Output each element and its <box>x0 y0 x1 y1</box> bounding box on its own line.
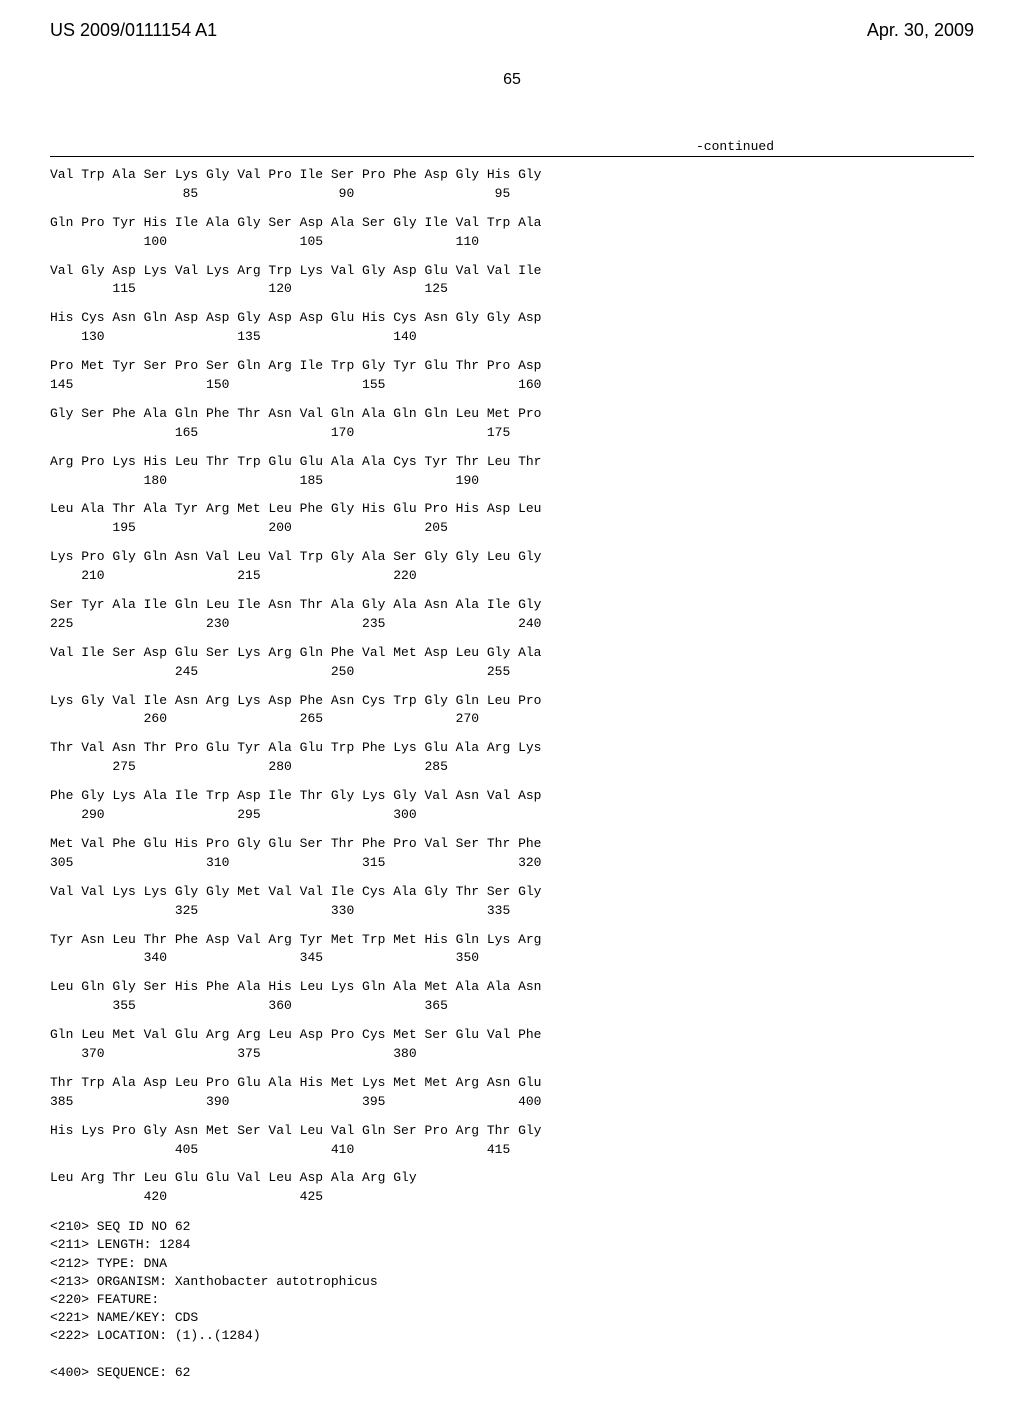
sequence-row: Thr Val Asn Thr Pro Glu Tyr Ala Glu Trp … <box>50 740 974 776</box>
position-row: 340 345 350 <box>50 950 974 967</box>
amino-acid-row: Val Trp Ala Ser Lys Gly Val Pro Ile Ser … <box>50 167 974 184</box>
position-row: 305 310 315 320 <box>50 855 974 872</box>
position-row: 370 375 380 <box>50 1046 974 1063</box>
metadata-line: <222> LOCATION: (1)..(1284) <box>50 1327 974 1345</box>
sequence-row: Val Val Lys Lys Gly Gly Met Val Val Ile … <box>50 884 974 920</box>
sequence-row: Leu Gln Gly Ser His Phe Ala His Leu Lys … <box>50 979 974 1015</box>
sequence-row: Tyr Asn Leu Thr Phe Asp Val Arg Tyr Met … <box>50 932 974 968</box>
sequence-row: Lys Pro Gly Gln Asn Val Leu Val Trp Gly … <box>50 549 974 585</box>
amino-acid-row: Gln Leu Met Val Glu Arg Arg Leu Asp Pro … <box>50 1027 974 1044</box>
position-row: 180 185 190 <box>50 473 974 490</box>
sequence-row: Val Trp Ala Ser Lys Gly Val Pro Ile Ser … <box>50 167 974 203</box>
amino-acid-row: Lys Pro Gly Gln Asn Val Leu Val Trp Gly … <box>50 549 974 566</box>
sequence-row: Leu Ala Thr Ala Tyr Arg Met Leu Phe Gly … <box>50 501 974 537</box>
sequence-row: Gly Ser Phe Ala Gln Phe Thr Asn Val Gln … <box>50 406 974 442</box>
metadata-line: <211> LENGTH: 1284 <box>50 1236 974 1254</box>
position-row: 210 215 220 <box>50 568 974 585</box>
metadata-line <box>50 1346 974 1364</box>
sequence-row: Thr Trp Ala Asp Leu Pro Glu Ala His Met … <box>50 1075 974 1111</box>
amino-acid-row: Val Gly Asp Lys Val Lys Arg Trp Lys Val … <box>50 263 974 280</box>
metadata-line: <400> SEQUENCE: 62 <box>50 1364 974 1382</box>
position-row: 100 105 110 <box>50 234 974 251</box>
metadata-line: <212> TYPE: DNA <box>50 1255 974 1273</box>
position-row: 115 120 125 <box>50 281 974 298</box>
divider <box>50 156 974 157</box>
position-row: 130 135 140 <box>50 329 974 346</box>
amino-acid-row: Arg Pro Lys His Leu Thr Trp Glu Glu Ala … <box>50 454 974 471</box>
sequence-row: Lys Gly Val Ile Asn Arg Lys Asp Phe Asn … <box>50 693 974 729</box>
patent-date: Apr. 30, 2009 <box>867 20 974 41</box>
amino-acid-row: Val Ile Ser Asp Glu Ser Lys Arg Gln Phe … <box>50 645 974 662</box>
sequence-row: His Lys Pro Gly Asn Met Ser Val Leu Val … <box>50 1123 974 1159</box>
amino-acid-row: Gly Ser Phe Ala Gln Phe Thr Asn Val Gln … <box>50 406 974 423</box>
amino-acid-row: Pro Met Tyr Ser Pro Ser Gln Arg Ile Trp … <box>50 358 974 375</box>
metadata-line: <210> SEQ ID NO 62 <box>50 1218 974 1236</box>
position-row: 385 390 395 400 <box>50 1094 974 1111</box>
amino-acid-row: Lys Gly Val Ile Asn Arg Lys Asp Phe Asn … <box>50 693 974 710</box>
amino-acid-row: Leu Ala Thr Ala Tyr Arg Met Leu Phe Gly … <box>50 501 974 518</box>
position-row: 325 330 335 <box>50 903 974 920</box>
sequence-row: His Cys Asn Gln Asp Asp Gly Asp Asp Glu … <box>50 310 974 346</box>
amino-acid-row: Tyr Asn Leu Thr Phe Asp Val Arg Tyr Met … <box>50 932 974 949</box>
position-row: 355 360 365 <box>50 998 974 1015</box>
metadata-block: <210> SEQ ID NO 62<211> LENGTH: 1284<212… <box>50 1218 974 1382</box>
sequence-row: Val Gly Asp Lys Val Lys Arg Trp Lys Val … <box>50 263 974 299</box>
position-row: 245 250 255 <box>50 664 974 681</box>
sequence-row: Val Ile Ser Asp Glu Ser Lys Arg Gln Phe … <box>50 645 974 681</box>
amino-acid-row: Leu Arg Thr Leu Glu Glu Val Leu Asp Ala … <box>50 1170 974 1187</box>
amino-acid-row: Met Val Phe Glu His Pro Gly Glu Ser Thr … <box>50 836 974 853</box>
amino-acid-row: Thr Val Asn Thr Pro Glu Tyr Ala Glu Trp … <box>50 740 974 757</box>
sequence-row: Arg Pro Lys His Leu Thr Trp Glu Glu Ala … <box>50 454 974 490</box>
sequence-row: Met Val Phe Glu His Pro Gly Glu Ser Thr … <box>50 836 974 872</box>
sequence-listing: Val Trp Ala Ser Lys Gly Val Pro Ile Ser … <box>50 167 974 1206</box>
metadata-line: <221> NAME/KEY: CDS <box>50 1309 974 1327</box>
continued-label: -continued <box>50 139 774 154</box>
position-row: 85 90 95 <box>50 186 974 203</box>
sequence-row: Phe Gly Lys Ala Ile Trp Asp Ile Thr Gly … <box>50 788 974 824</box>
sequence-row: Leu Arg Thr Leu Glu Glu Val Leu Asp Ala … <box>50 1170 974 1206</box>
amino-acid-row: Phe Gly Lys Ala Ile Trp Asp Ile Thr Gly … <box>50 788 974 805</box>
position-row: 260 265 270 <box>50 711 974 728</box>
position-row: 165 170 175 <box>50 425 974 442</box>
sequence-row: Pro Met Tyr Ser Pro Ser Gln Arg Ile Trp … <box>50 358 974 394</box>
amino-acid-row: Thr Trp Ala Asp Leu Pro Glu Ala His Met … <box>50 1075 974 1092</box>
position-row: 275 280 285 <box>50 759 974 776</box>
position-row: 195 200 205 <box>50 520 974 537</box>
metadata-line: <220> FEATURE: <box>50 1291 974 1309</box>
position-row: 290 295 300 <box>50 807 974 824</box>
header: US 2009/0111154 A1 Apr. 30, 2009 <box>50 20 974 41</box>
sequence-row: Ser Tyr Ala Ile Gln Leu Ile Asn Thr Ala … <box>50 597 974 633</box>
amino-acid-row: Gln Pro Tyr His Ile Ala Gly Ser Asp Ala … <box>50 215 974 232</box>
amino-acid-row: Val Val Lys Lys Gly Gly Met Val Val Ile … <box>50 884 974 901</box>
position-row: 405 410 415 <box>50 1142 974 1159</box>
amino-acid-row: His Cys Asn Gln Asp Asp Gly Asp Asp Glu … <box>50 310 974 327</box>
sequence-row: Gln Leu Met Val Glu Arg Arg Leu Asp Pro … <box>50 1027 974 1063</box>
position-row: 145 150 155 160 <box>50 377 974 394</box>
position-row: 225 230 235 240 <box>50 616 974 633</box>
amino-acid-row: His Lys Pro Gly Asn Met Ser Val Leu Val … <box>50 1123 974 1140</box>
sequence-row: Gln Pro Tyr His Ile Ala Gly Ser Asp Ala … <box>50 215 974 251</box>
position-row: 420 425 <box>50 1189 974 1206</box>
page-number: 65 <box>50 71 974 89</box>
amino-acid-row: Leu Gln Gly Ser His Phe Ala His Leu Lys … <box>50 979 974 996</box>
amino-acid-row: Ser Tyr Ala Ile Gln Leu Ile Asn Thr Ala … <box>50 597 974 614</box>
metadata-line: <213> ORGANISM: Xanthobacter autotrophic… <box>50 1273 974 1291</box>
patent-id: US 2009/0111154 A1 <box>50 20 217 41</box>
